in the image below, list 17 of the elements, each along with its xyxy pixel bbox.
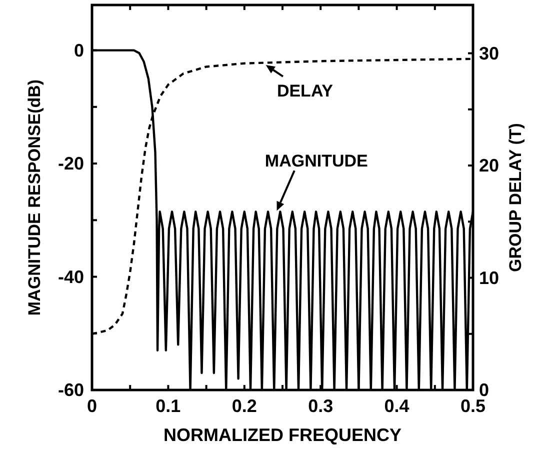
- y2-tick-label: 10: [479, 268, 500, 288]
- x-tick-label: 0.3: [308, 396, 334, 416]
- y-tick-label: -60: [58, 380, 84, 400]
- y-tick-label: -40: [58, 266, 84, 287]
- y-tick-label: 0: [74, 40, 84, 60]
- y-axis-title: MAGNITUDE RESPONSE(dB): [25, 79, 44, 316]
- x-tick-label: 0.2: [232, 396, 257, 416]
- x-tick-label: 0.4: [384, 396, 410, 416]
- y2-tick-label: 30: [479, 43, 500, 64]
- x-tick-label: 0.1: [156, 396, 181, 416]
- annotation: DELAY: [276, 81, 334, 100]
- y2-tick-label: 20: [479, 156, 500, 176]
- y-tick-label: -20: [58, 154, 84, 174]
- x-axis-title: NORMALIZED FREQUENCY: [164, 425, 402, 445]
- y2-axis-title: GROUP DELAY (T): [506, 123, 525, 272]
- x-tick-label: 0: [86, 396, 98, 416]
- annotation: MAGNITUDE: [264, 152, 368, 171]
